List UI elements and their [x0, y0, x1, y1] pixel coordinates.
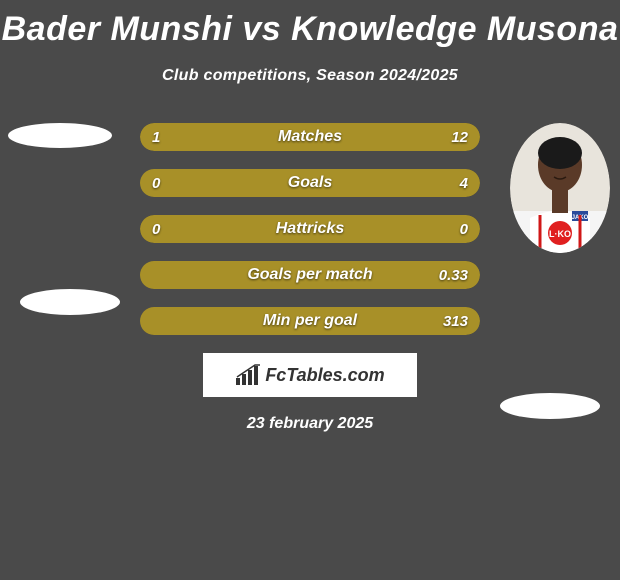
value-right: 313 — [443, 307, 468, 335]
comparison-chart: JAKO L·KO 1Matches120Goals40Hattricks0Go… — [0, 123, 620, 335]
stat-label: Min per goal — [140, 307, 480, 335]
stat-row: 1Matches12 — [140, 123, 480, 151]
subtitle: Club competitions, Season 2024/2025 — [0, 67, 620, 85]
svg-text:L·KO: L·KO — [549, 229, 571, 239]
brand-box: FcTables.com — [203, 353, 417, 397]
stat-row: Goals per match0.33 — [140, 261, 480, 289]
stat-label: Matches — [140, 123, 480, 151]
avatar-icon: JAKO L·KO — [510, 123, 610, 253]
stat-label: Hattricks — [140, 215, 480, 243]
stat-label: Goals — [140, 169, 480, 197]
date-label: 23 february 2025 — [0, 415, 620, 433]
player-right-tag — [500, 393, 600, 419]
stat-row: 0Hattricks0 — [140, 215, 480, 243]
stat-rows: 1Matches120Goals40Hattricks0Goals per ma… — [140, 123, 480, 335]
value-right: 4 — [460, 169, 468, 197]
value-right: 0.33 — [439, 261, 468, 289]
page-title: Bader Munshi vs Knowledge Musona — [0, 0, 620, 49]
stat-label: Goals per match — [140, 261, 480, 289]
player-left-tag — [20, 289, 120, 315]
stat-row: Min per goal313 — [140, 307, 480, 335]
player-right-avatar: JAKO L·KO — [510, 123, 610, 253]
brand-icon — [235, 364, 261, 386]
value-right: 12 — [451, 123, 468, 151]
value-right: 0 — [460, 215, 468, 243]
brand-text: FcTables.com — [265, 365, 384, 386]
stat-row: 0Goals4 — [140, 169, 480, 197]
player-left-placeholder — [8, 123, 112, 148]
